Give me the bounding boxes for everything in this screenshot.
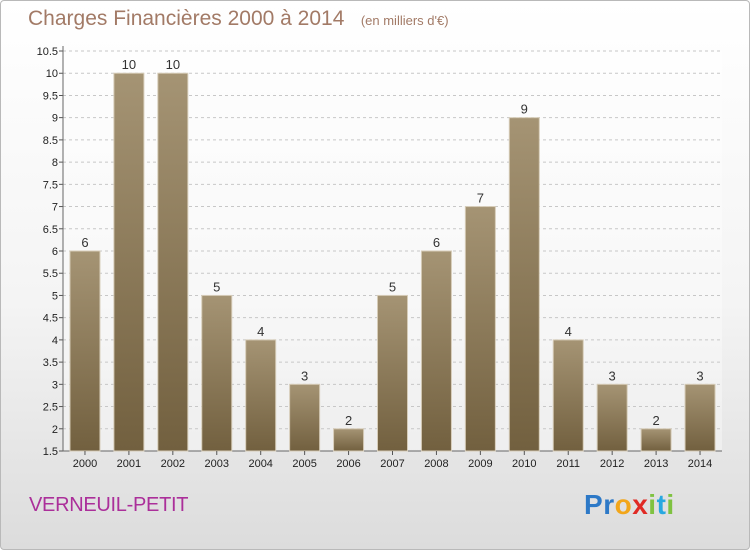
value-label: 3 [301, 368, 308, 383]
x-tick-label: 2007 [380, 458, 404, 470]
value-label: 7 [477, 191, 484, 206]
y-tick-label: 7.5 [43, 179, 58, 191]
y-tick-label: 3 [52, 379, 58, 391]
y-tick-label: 2.5 [43, 402, 58, 414]
logo-letter: i [648, 489, 657, 520]
proxiti-logo: Proxiti [584, 489, 675, 521]
bar-2008 [420, 250, 452, 452]
x-tick-label: 2013 [644, 458, 668, 470]
x-tick-label: 2009 [468, 458, 492, 470]
value-label: 6 [81, 235, 88, 250]
y-tick-label: 4 [52, 335, 58, 347]
x-tick-label: 2006 [336, 458, 360, 470]
place-name: VERNEUIL-PETIT [29, 494, 189, 516]
x-tick-label: 2001 [117, 458, 141, 470]
logo-letter: i [666, 489, 675, 520]
bar-2012 [596, 383, 628, 452]
title-row: Charges Financières 2000 à 2014 (en mill… [28, 7, 449, 31]
bar-2000 [69, 250, 101, 452]
value-label: 10 [166, 57, 180, 72]
logo-letter: r [603, 489, 615, 520]
chart-subtitle: (en milliers d'€) [360, 13, 449, 28]
y-tick-label: 2 [52, 424, 58, 436]
y-tick-label: 6 [52, 246, 58, 258]
x-tick-label: 2011 [556, 458, 580, 470]
value-label: 4 [257, 324, 264, 339]
bar-2009 [464, 206, 496, 452]
y-tick-label: 5 [52, 290, 58, 302]
value-label: 5 [213, 279, 220, 294]
logo-letter: x [632, 489, 649, 520]
x-tick-label: 2002 [161, 458, 185, 470]
chart-title: Charges Financières 2000 à 2014 [28, 7, 345, 30]
value-label: 3 [696, 368, 703, 383]
y-tick-label: 4.5 [43, 313, 58, 325]
bar-2011 [552, 339, 584, 452]
y-tick-label: 1.5 [43, 446, 58, 458]
value-label: 9 [521, 102, 528, 117]
x-tick-label: 2012 [600, 458, 624, 470]
y-tick-label: 9 [52, 113, 58, 125]
bar-2006 [333, 428, 365, 452]
y-tick-label: 10 [46, 68, 58, 80]
x-tick-label: 2003 [205, 458, 229, 470]
y-tick-label: 6.5 [43, 224, 58, 236]
x-tick-label: 2014 [688, 458, 712, 470]
y-tick-label: 8.5 [43, 135, 58, 147]
value-label: 6 [433, 235, 440, 250]
y-tick-label: 10.5 [37, 46, 58, 58]
x-tick-label: 2010 [512, 458, 536, 470]
bar-2001 [113, 72, 145, 452]
x-tick-label: 2005 [292, 458, 316, 470]
logo-letter: o [614, 489, 633, 520]
bar-2003 [201, 294, 233, 452]
value-label: 4 [565, 324, 572, 339]
bar-2014 [684, 383, 716, 452]
value-label: 10 [122, 57, 136, 72]
bar-2004 [245, 339, 277, 452]
y-tick-label: 3.5 [43, 357, 58, 369]
bar-2010 [508, 117, 540, 452]
value-label: 3 [609, 368, 616, 383]
bar-2002 [157, 72, 189, 452]
bar-2007 [377, 294, 408, 452]
y-tick-label: 9.5 [43, 90, 58, 102]
value-label: 2 [652, 413, 659, 428]
bar-2005 [289, 383, 321, 452]
x-tick-label: 2008 [424, 458, 448, 470]
y-tick-label: 5.5 [43, 268, 58, 280]
bar-2013 [640, 428, 672, 452]
logo-letter: t [656, 489, 667, 520]
x-tick-label: 2004 [248, 458, 272, 470]
logo-letter: P [584, 489, 604, 520]
value-label: 5 [389, 279, 396, 294]
value-label: 2 [345, 413, 352, 428]
y-tick-label: 8 [52, 157, 58, 169]
x-tick-label: 2000 [73, 458, 97, 470]
y-tick-label: 7 [52, 202, 58, 214]
